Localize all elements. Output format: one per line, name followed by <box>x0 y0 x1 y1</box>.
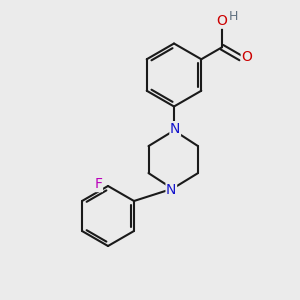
Text: H: H <box>229 10 238 23</box>
Text: O: O <box>241 50 252 64</box>
Text: N: N <box>170 122 180 136</box>
Text: N: N <box>166 184 176 197</box>
Text: F: F <box>94 178 102 191</box>
Text: O: O <box>217 14 227 28</box>
